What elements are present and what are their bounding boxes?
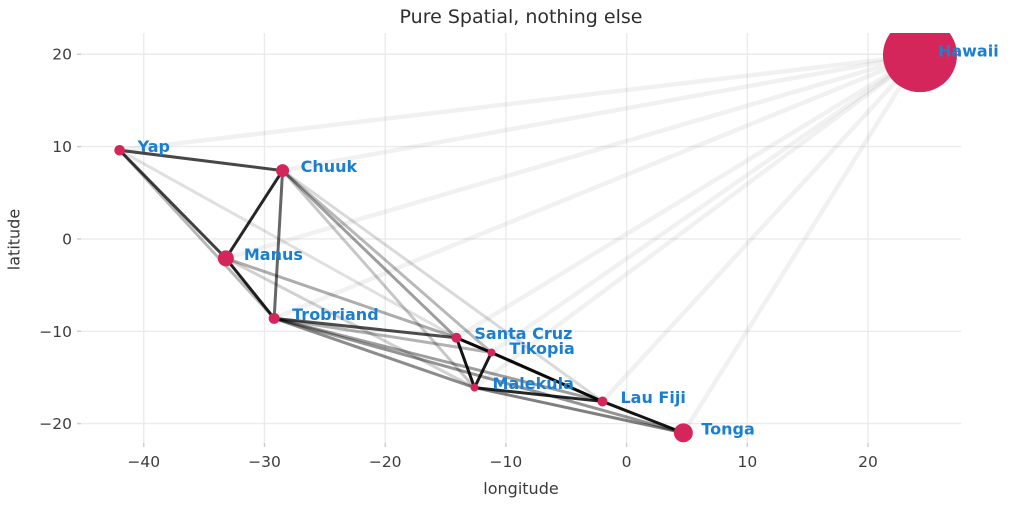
edge-hawaii-tonga xyxy=(681,52,923,436)
node-label-yap: Yap xyxy=(137,137,170,156)
node-tonga xyxy=(673,423,693,443)
y-tick-label: −10 xyxy=(39,323,72,341)
x-axis-label: longitude xyxy=(483,479,559,498)
network xyxy=(114,33,957,443)
edge-trobriand-santa-cruz xyxy=(272,316,458,340)
node-labels: Hawaii Yap Chuuk Manus Trobriand Santa CruzTi… xyxy=(137,42,999,439)
edge-hawaii-manus xyxy=(223,52,923,261)
edge-yap-santa-cruz xyxy=(118,148,458,340)
node-yap xyxy=(114,144,125,156)
edge-manus-santa-cruz xyxy=(224,256,458,340)
edge-tikopia-lau-fiji xyxy=(489,351,604,403)
edge-santa-cruz-tikopia xyxy=(454,336,493,355)
node-label-hawaii: Hawaii xyxy=(938,42,999,61)
node-label-malekula: Malekula xyxy=(493,374,574,393)
edge-yap-chuuk xyxy=(118,148,285,173)
y-tick-label: −20 xyxy=(39,415,72,433)
edge-santa-cruz-malekula xyxy=(454,336,477,390)
edge-hawaii-chuuk xyxy=(280,52,923,173)
edge-lau-fiji-tonga xyxy=(600,399,685,435)
y-tick-label: 0 xyxy=(62,230,72,248)
node-trobriand xyxy=(268,312,280,324)
x-tick-label: −40 xyxy=(127,453,160,471)
node-manus xyxy=(217,250,234,267)
edge-manus-malekula xyxy=(224,256,477,390)
x-tick-label: −30 xyxy=(248,453,281,471)
edge-trobriand-lau-fiji xyxy=(272,316,604,403)
axis-ticks: −40 −30 −20 −10 0 10 20 20 10 0 −10 −20 xyxy=(39,46,878,471)
x-tick-label: −20 xyxy=(369,453,402,471)
node-label-chuuk: Chuuk xyxy=(301,157,358,176)
edge-hawaii-malekula xyxy=(472,52,923,390)
node-label-tonga: Tonga xyxy=(701,419,754,438)
node-label-trobriand: Trobriand xyxy=(292,305,379,324)
edge-tikopia-malekula xyxy=(473,351,493,390)
edge-hawaii-trobriand xyxy=(271,52,923,321)
gridlines xyxy=(81,33,961,443)
y-axis-label: latitude xyxy=(4,208,24,271)
node-label-manus: Manus xyxy=(244,245,303,264)
edge-malekula-tonga xyxy=(473,386,685,435)
edge-manus-trobriand xyxy=(224,256,276,320)
x-tick-label: 0 xyxy=(622,453,632,471)
edge-chuuk-manus xyxy=(224,169,285,260)
edge-yap-manus xyxy=(118,148,228,260)
edge-chuuk-tikopia xyxy=(281,169,493,355)
chart-title: Pure Spatial, nothing else xyxy=(399,6,643,28)
node-tikopia xyxy=(487,348,496,357)
edge-malekula-lau-fiji xyxy=(473,386,604,403)
node-label-santa-cruz: Santa Cruz xyxy=(474,324,572,343)
y-tick-label: 10 xyxy=(52,138,72,156)
node-malekula xyxy=(470,383,479,392)
x-tick-label: −10 xyxy=(490,453,523,471)
node-label-lau-fiji: Lau Fiji xyxy=(620,388,685,407)
edge-hawaii-yap xyxy=(117,52,923,153)
node-lau-fiji xyxy=(597,396,608,407)
edge-chuuk-lau-fiji xyxy=(281,169,604,403)
edge-chuuk-malekula xyxy=(281,169,477,390)
edge-trobriand-malekula xyxy=(272,316,477,390)
edge-hawaii-santa-cruz xyxy=(454,52,923,340)
edge-hawaii-lau-fiji xyxy=(600,52,923,404)
edge-trobriand-tikopia xyxy=(272,316,493,355)
node-santa-cruz xyxy=(451,332,462,343)
edge-hawaii-tikopia xyxy=(489,52,923,355)
node-hawaii xyxy=(882,33,957,93)
edge-chuuk-trobriand xyxy=(272,169,285,320)
x-tick-label: 20 xyxy=(858,453,878,471)
x-tick-label: 10 xyxy=(737,453,757,471)
node-chuuk xyxy=(276,164,290,178)
node-label-tikopia: Tikopia xyxy=(509,339,574,358)
y-tick-label: 20 xyxy=(52,46,72,64)
edge-chuuk-santa-cruz xyxy=(281,169,458,340)
